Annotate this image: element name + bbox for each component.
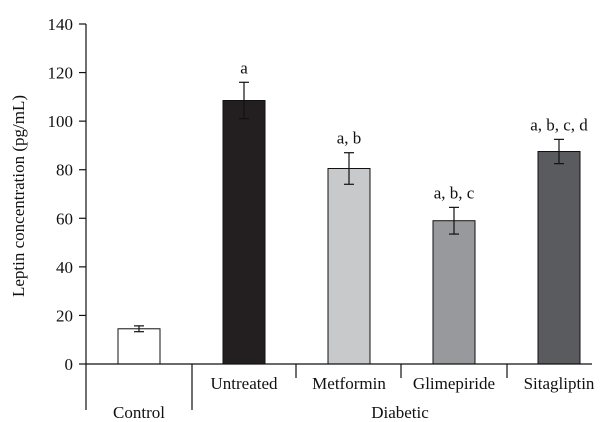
bars: a a, b a, b, c a, b, c, d bbox=[117, 58, 588, 365]
significance-label: a bbox=[240, 58, 248, 77]
group-label-control: Control bbox=[113, 403, 165, 422]
y-tick-label: 120 bbox=[48, 64, 74, 83]
y-tick-label: 100 bbox=[48, 112, 74, 131]
y-tick-label: 140 bbox=[48, 15, 74, 34]
y-axis: 0 20 40 60 80 100 120 140 bbox=[48, 15, 87, 374]
bar-control bbox=[117, 328, 161, 365]
y-tick-label: 40 bbox=[56, 258, 73, 277]
significance-label: a, b, c bbox=[434, 183, 475, 202]
x-axis: Untreated Metformin Glimepiride Sitagliptin… bbox=[85, 363, 595, 422]
y-tick-label: 20 bbox=[56, 306, 73, 325]
x-tick-label: Sitagliptin bbox=[524, 374, 595, 393]
significance-label: a, b bbox=[337, 129, 362, 148]
y-tick-label: 60 bbox=[56, 209, 73, 228]
x-tick-label: Glimepiride bbox=[413, 374, 495, 393]
bar-metformin bbox=[327, 168, 371, 365]
x-tick-label: Metformin bbox=[312, 374, 386, 393]
x-tick-label: Untreated bbox=[210, 374, 278, 393]
significance-label: a, b, c, d bbox=[530, 115, 588, 134]
y-tick-label: 0 bbox=[65, 355, 74, 374]
y-tick-label: 80 bbox=[56, 161, 73, 180]
bar-glimepiride bbox=[432, 220, 476, 365]
bar-sitagliptin bbox=[537, 151, 581, 365]
y-axis-label: Leptin concentration (pg/mL) bbox=[9, 95, 28, 297]
group-label-diabetic: Diabetic bbox=[371, 403, 429, 422]
bar-untreated bbox=[222, 100, 266, 365]
